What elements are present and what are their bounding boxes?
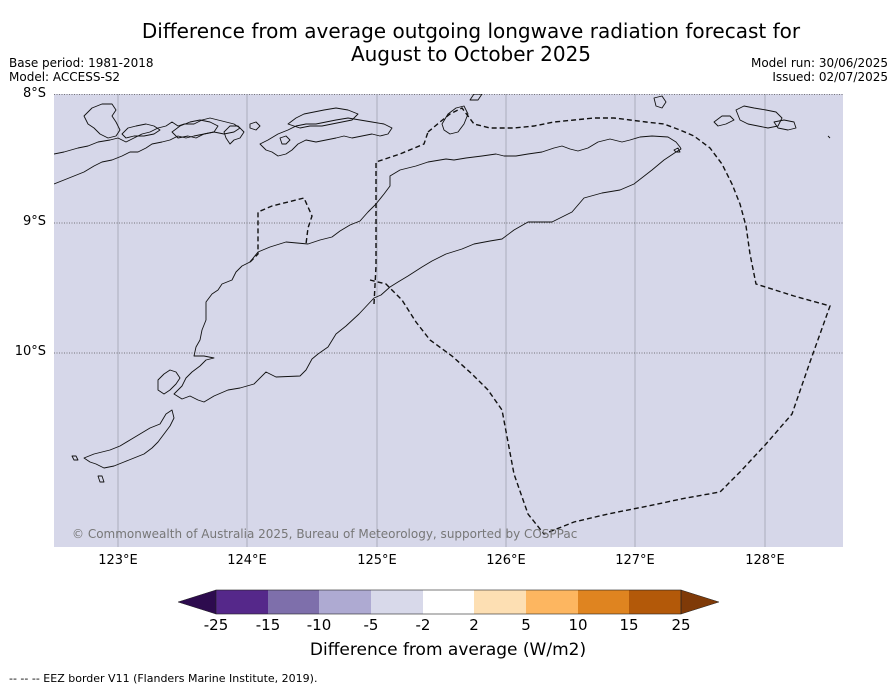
colorbar-tick-label: -5 bbox=[363, 616, 379, 634]
eez-legend-footer: -- -- -- EEZ border V11 (Flanders Marine… bbox=[9, 672, 318, 685]
map-background bbox=[54, 94, 843, 547]
colorbar-swatch-2 bbox=[268, 590, 319, 614]
colorbar-swatch-6 bbox=[474, 590, 526, 614]
colorbar bbox=[178, 589, 720, 615]
coastline-pantar bbox=[223, 125, 245, 145]
lat-label-8s: 8°S bbox=[22, 86, 46, 101]
colorbar-extend-high bbox=[680, 589, 720, 615]
coastline-wetar-west bbox=[287, 107, 359, 129]
coastline-kisar bbox=[653, 95, 667, 109]
eez-border-west-timor bbox=[373, 131, 429, 305]
graticule bbox=[117, 94, 766, 547]
coastline-small-islet-a bbox=[279, 135, 291, 145]
colorbar-tick-label: -2 bbox=[415, 616, 431, 634]
copyright-notice: © Commonwealth of Australia 2025, Bureau… bbox=[72, 527, 578, 541]
eez-border-oecusse bbox=[249, 197, 313, 263]
colorbar-title: Difference from average (W/m2) bbox=[309, 640, 587, 660]
coastline-alor bbox=[259, 117, 393, 157]
coastline-atauro-north bbox=[469, 94, 483, 101]
coastline-semau bbox=[157, 369, 181, 395]
map-plot bbox=[54, 94, 843, 547]
coastline-ndao bbox=[71, 455, 79, 461]
meta-right: Model run: 30/06/2025 Issued: 02/07/2025 bbox=[751, 56, 888, 84]
lon-label-124e: 124°E bbox=[227, 553, 267, 568]
coastline-atauro bbox=[441, 105, 469, 135]
coastline-roti-south-islet bbox=[97, 475, 105, 483]
colorbar-tick-label: -10 bbox=[306, 616, 332, 634]
coastline-roti bbox=[83, 409, 175, 469]
meta-left: Base period: 1981-2018 Model: ACCESS-S2 bbox=[9, 56, 154, 84]
colorbar-tick-label: 2 bbox=[469, 616, 479, 634]
lon-label-128e: 128°E bbox=[745, 553, 785, 568]
coastline bbox=[54, 94, 831, 483]
model-run-text: Model run: 30/06/2025 bbox=[750, 56, 888, 70]
coastline-timor bbox=[173, 135, 682, 403]
colorbar-swatch-8 bbox=[578, 590, 629, 614]
colorbar-tick-label: -25 bbox=[203, 616, 229, 634]
lon-label-126e: 126°E bbox=[486, 553, 526, 568]
colorbar-swatch-4 bbox=[371, 590, 423, 614]
parallels bbox=[54, 94, 843, 354]
colorbar-swatch-1 bbox=[216, 590, 268, 614]
issued-text: Issued: 02/07/2025 bbox=[772, 70, 888, 84]
coastline-leti bbox=[735, 105, 783, 129]
coastline-small-islet-b bbox=[249, 121, 261, 131]
colorbar-tick-label: 15 bbox=[619, 616, 639, 634]
lat-label-10s: 10°S bbox=[14, 344, 46, 359]
map-title: Difference from average outgoing longwav… bbox=[0, 20, 896, 66]
coastline-moa bbox=[773, 119, 797, 131]
lon-label-127e: 127°E bbox=[615, 553, 655, 568]
coastline-solor bbox=[83, 103, 121, 139]
colorbar-tick-label: -15 bbox=[255, 616, 281, 634]
eez-border-timor-sea bbox=[369, 107, 831, 535]
base-period-text: Base period: 1981-2018 bbox=[9, 56, 154, 70]
coastline-lembata bbox=[171, 119, 219, 139]
lon-label-125e: 125°E bbox=[357, 553, 397, 568]
lon-label-123e: 123°E bbox=[98, 553, 138, 568]
title-line-1: Difference from average outgoing longwav… bbox=[141, 19, 801, 43]
coastline-jaco bbox=[673, 147, 681, 153]
colorbar-tick-label: 25 bbox=[671, 616, 691, 634]
lat-label-9s: 9°S bbox=[22, 214, 46, 229]
colorbar-swatch-9 bbox=[629, 590, 681, 614]
colorbar-swatch-5 bbox=[423, 590, 474, 614]
coastline-lakor bbox=[713, 115, 735, 127]
colorbar-swatch-7 bbox=[526, 590, 578, 614]
title-line-2: August to October 2025 bbox=[350, 42, 592, 66]
eez-border bbox=[249, 107, 831, 535]
colorbar-tick-label: 10 bbox=[568, 616, 588, 634]
colorbar-outline bbox=[215, 589, 682, 615]
colorbar-extend-low bbox=[178, 589, 217, 615]
coastline-small-east bbox=[827, 135, 831, 139]
coastline-adonara bbox=[121, 123, 161, 139]
colorbar-swatch-3 bbox=[319, 590, 371, 614]
colorbar-tick-label: 5 bbox=[521, 616, 531, 634]
model-text: Model: ACCESS-S2 bbox=[9, 70, 121, 84]
